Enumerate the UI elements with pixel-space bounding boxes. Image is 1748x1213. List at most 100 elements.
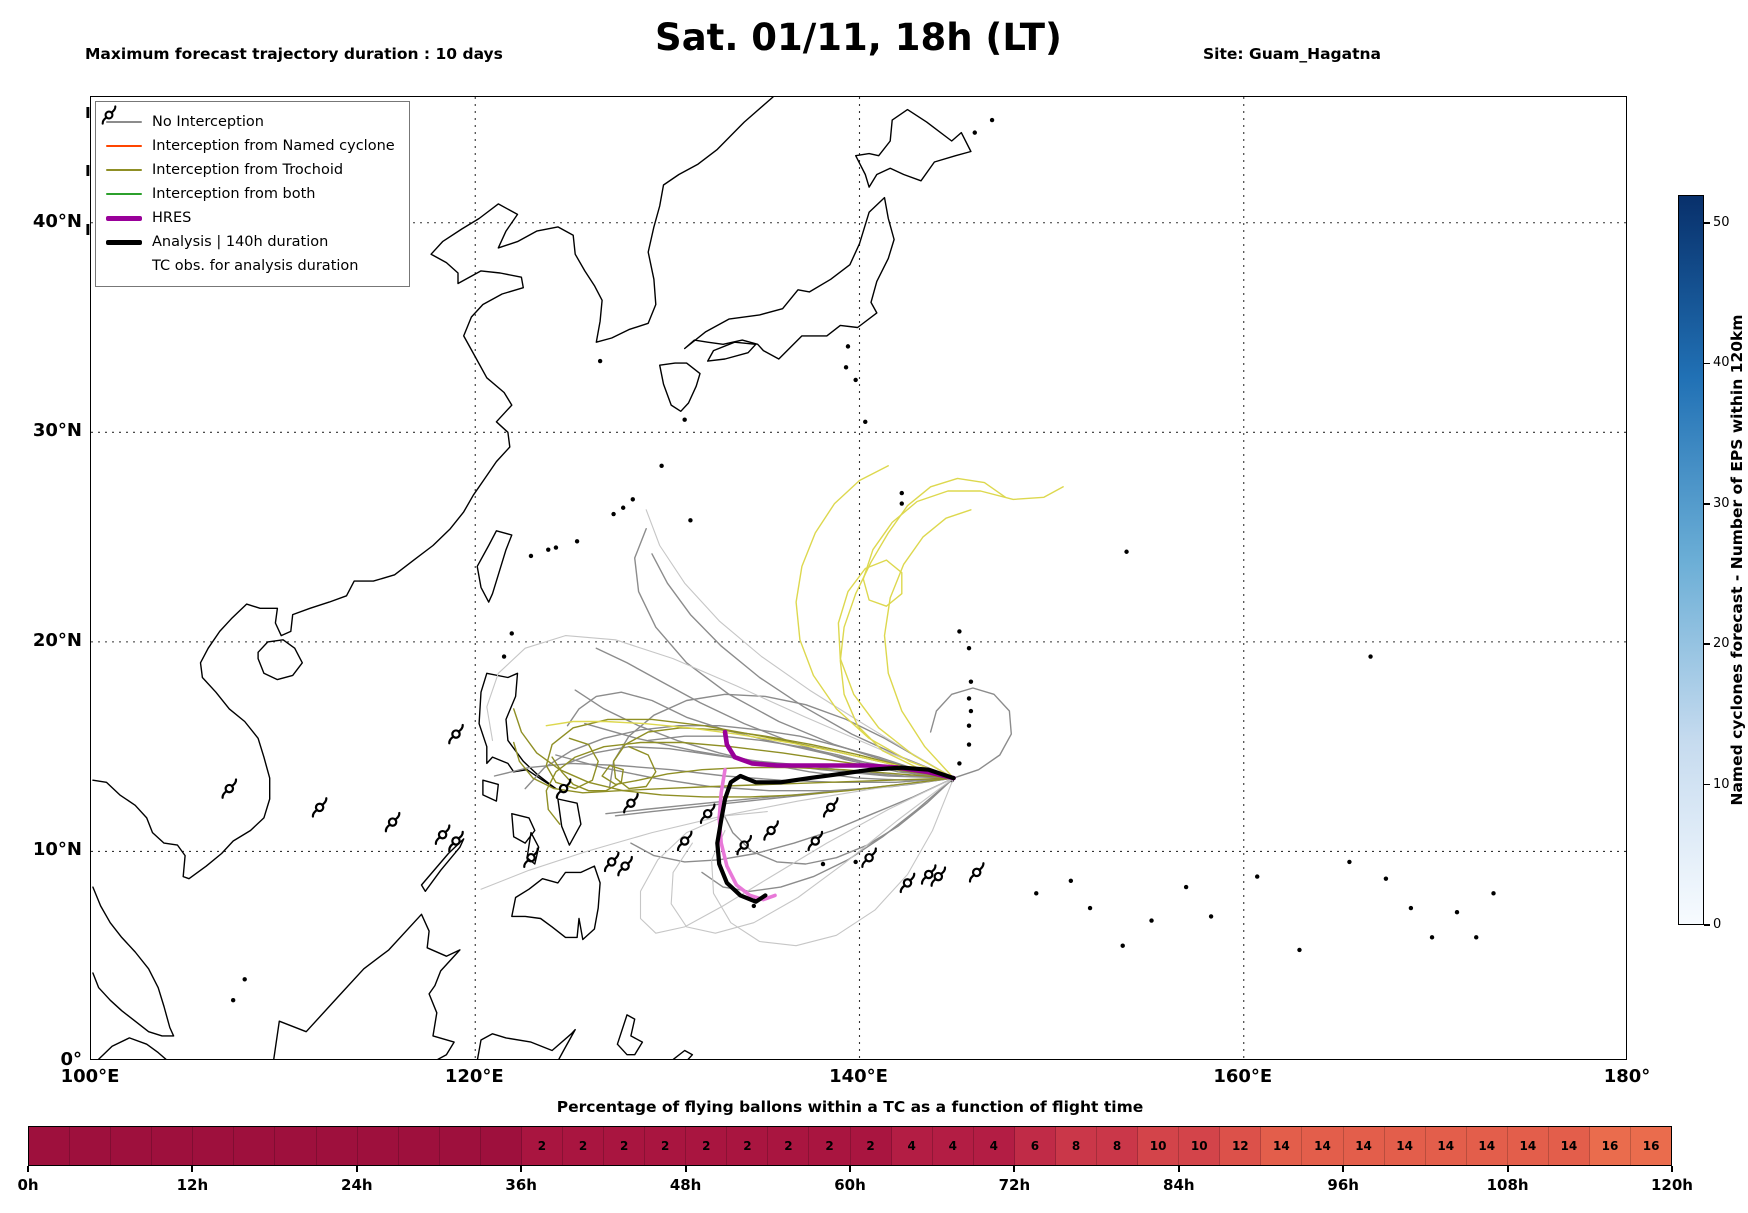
tc-obs-icon — [920, 864, 937, 885]
trajectory-trochoid_bright — [795, 465, 955, 779]
trajectory-no_interception — [524, 725, 955, 790]
trajectory-trochoid_bright — [883, 509, 972, 779]
y-tick-label: 10°N — [32, 839, 82, 861]
legend-item: Interception from Trochoid — [106, 158, 395, 182]
trajectory-no_interception_faint — [670, 777, 955, 934]
flight-strip-tick-mark — [684, 1166, 687, 1172]
island-dot — [1149, 918, 1154, 923]
flight-strip-cell: 16 — [1589, 1127, 1632, 1165]
coastline — [257, 639, 304, 681]
coastline — [672, 1049, 694, 1059]
island-dot — [845, 344, 851, 349]
trajectory-trochoid — [513, 741, 955, 794]
legend-line-swatch — [106, 215, 142, 221]
coastline — [476, 1028, 576, 1059]
analysis-track — [715, 765, 956, 904]
flight-strip-tick-label: 96h — [1327, 1176, 1359, 1194]
island-dot — [853, 859, 858, 865]
island-dot — [230, 998, 236, 1003]
tc-obs-icon — [434, 824, 451, 845]
trajectory-trochoid_bright — [545, 720, 955, 779]
colorbar-gradient — [1678, 195, 1704, 925]
island-dot — [1254, 874, 1260, 879]
coastline — [92, 97, 774, 880]
island-dot — [1124, 549, 1129, 554]
coastline — [855, 108, 972, 188]
island-dot — [528, 553, 534, 559]
island-dot — [989, 117, 995, 123]
trajectory-trochoid — [513, 708, 955, 798]
coastline — [557, 798, 582, 846]
island-dot — [966, 645, 972, 651]
tc-obs-icon — [623, 792, 639, 814]
island-dot — [546, 547, 551, 552]
flight-strip-tick-label: 0h — [17, 1176, 39, 1194]
trajectory-no_interception — [630, 777, 955, 863]
colorbar-tick-mark — [1704, 783, 1710, 786]
tc-obs-icon — [523, 847, 539, 868]
legend-item-label: HRES — [152, 210, 192, 226]
flight-strip-tick-label: 24h — [341, 1176, 373, 1194]
legend-line-swatch — [106, 121, 142, 123]
flight-strip-cell: 4 — [891, 1127, 933, 1165]
tc-obs-icon — [603, 851, 620, 873]
coastline — [273, 913, 461, 1059]
tc-obs-icon — [861, 847, 877, 868]
island-dot — [682, 417, 687, 422]
coastline — [511, 813, 536, 844]
trajectory-no_interception_faint — [639, 777, 955, 934]
trajectory-trochoid_bright — [839, 477, 1007, 779]
coastline — [526, 831, 540, 865]
flight-strip: 2 2 2 2 2 2 2 2 2 4 4 4 6 8 8 10 10 12 14 14 14 14 14 14 14 14 16 1… — [28, 1126, 1672, 1166]
flight-strip-cell: 2 — [809, 1127, 851, 1165]
coastline — [92, 886, 175, 1037]
flight-strip-cell: 2 — [521, 1127, 564, 1165]
legend-line-swatch — [106, 169, 142, 171]
colorbar-tick-mark — [1704, 643, 1710, 645]
trajectory-trochoid — [545, 741, 955, 825]
trajectory-no_interception — [493, 762, 955, 783]
colorbar-label: Named cyclones forecast - Number of EPS … — [1728, 314, 1746, 806]
legend-item-label: Interception from Named cyclone — [152, 138, 395, 154]
flight-strip-tick-label: 12h — [176, 1176, 209, 1194]
flight-strip-cell — [234, 1127, 276, 1165]
island-dot — [620, 505, 626, 510]
flight-strip-cell — [398, 1127, 440, 1165]
flight-strip-tick-mark — [1342, 1166, 1345, 1172]
legend-item: HRES — [106, 206, 395, 230]
colorbar-tick-mark — [1704, 362, 1710, 365]
island-dot — [611, 511, 616, 517]
flight-strip-cell: 12 — [1220, 1127, 1262, 1165]
legend-item: TC obs. for analysis duration — [101, 105, 395, 278]
colorbar-tick-label: 50 — [1713, 215, 1730, 231]
island-dot — [1208, 914, 1214, 919]
island-dot — [630, 497, 635, 502]
legend-line-sample — [106, 169, 142, 171]
y-tick-label: 0° — [60, 1049, 82, 1070]
coastline — [420, 838, 465, 892]
x-tick-label: 120°E — [444, 1066, 504, 1087]
island-dot — [574, 539, 580, 544]
flight-strip-cell: 8 — [1055, 1127, 1098, 1165]
island-dot — [966, 742, 972, 747]
flight-strip-cell: 10 — [1179, 1127, 1221, 1165]
island-dot — [501, 654, 507, 659]
trajectory-trochoid — [545, 718, 955, 790]
legend-line-sample — [106, 239, 142, 245]
island-dot — [553, 545, 559, 550]
tc-obs-icon — [699, 803, 716, 824]
island-dot — [1034, 891, 1039, 896]
flight-strip-cell — [439, 1127, 481, 1165]
island-dot — [688, 518, 693, 523]
flight-strip-tick-mark — [191, 1166, 194, 1172]
flight-strip-tick-label: 108h — [1486, 1176, 1529, 1194]
trajectory-no_interception — [651, 553, 955, 779]
page-title: Sat. 01/11, 18h (LT) — [655, 16, 1062, 59]
trajectory-no_interception_faint — [480, 777, 955, 890]
trajectory-trochoid — [612, 727, 955, 790]
island-dot — [1087, 905, 1093, 911]
flight-strip-cell — [70, 1127, 112, 1165]
trajectory-no_interception_faint — [711, 777, 955, 947]
legend-item-label: Interception from Trochoid — [152, 162, 344, 178]
coastline — [511, 865, 601, 941]
